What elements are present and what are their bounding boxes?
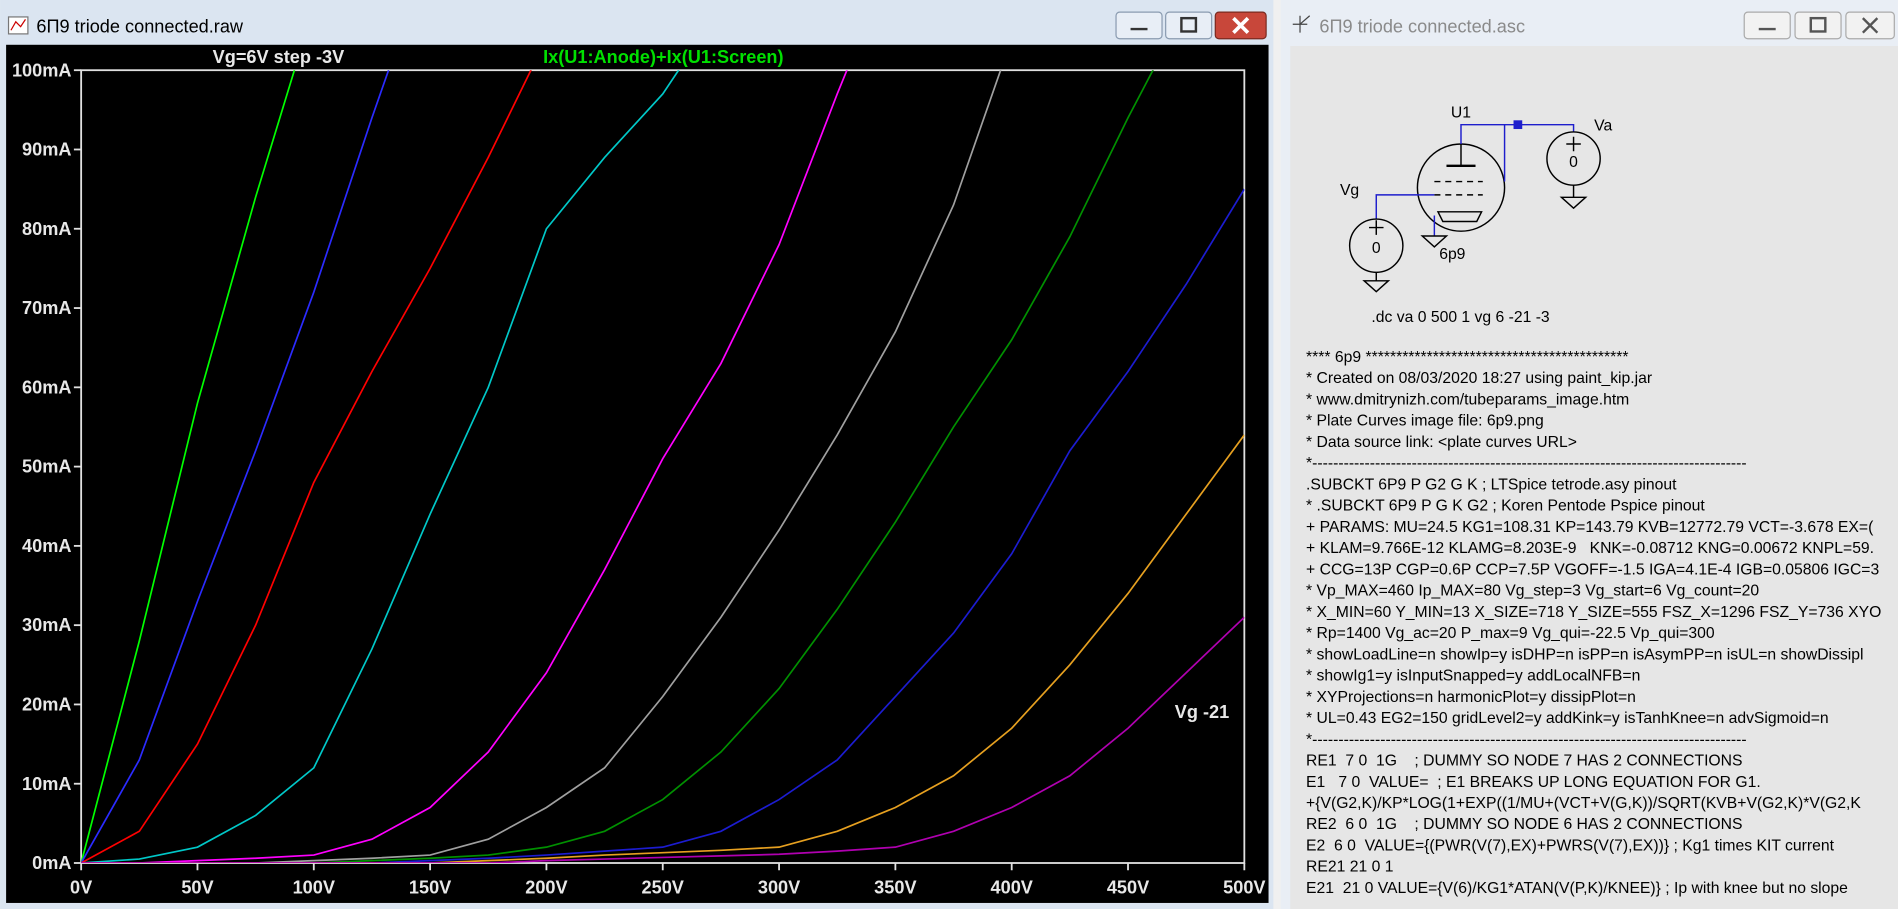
y-tick-label: 30mA	[22, 615, 71, 635]
schematic-pane	[1290, 45, 1898, 909]
netlist-line: RE1 7 0 1G ; DUMMY SO NODE 7 HAS 2 CONNE…	[1306, 753, 1742, 770]
plot-pane	[6, 44, 1269, 903]
window-icon-glyph	[10, 19, 26, 31]
netlist-line: * Data source link: <plate curves URL>	[1306, 434, 1577, 451]
netlist-line: E2 6 0 VALUE={(PWR(V(7),EX)+PWRS(V(7),EX…	[1306, 837, 1835, 854]
component-label: Va	[1594, 118, 1612, 135]
plot-title: Vg=6V step -3V	[213, 47, 345, 67]
window-icon	[7, 16, 29, 35]
netlist-line: *---------------------------------------…	[1306, 731, 1747, 748]
window-title: 6П9 triode connected.raw	[36, 17, 244, 37]
netlist-line: * showIg1=y isInputSnapped=y addLocalNFB…	[1306, 668, 1640, 685]
y-tick-label: 70mA	[22, 298, 71, 318]
netlist-line: *---------------------------------------…	[1306, 455, 1747, 472]
y-tick-label: 90mA	[22, 140, 71, 160]
x-tick-label: 100V	[293, 877, 335, 897]
netlist-line: RE2 6 0 1G ; DUMMY SO NODE 6 HAS 2 CONNE…	[1306, 816, 1742, 833]
minimize-button[interactable]	[1115, 11, 1163, 40]
trace	[81, 434, 1245, 864]
trace	[81, 70, 296, 864]
netlist: **** 6p9 *******************************…	[1306, 349, 1881, 897]
schematic	[1348, 120, 1601, 293]
y-tick-label: 60mA	[22, 377, 71, 397]
trace	[81, 70, 680, 864]
x-tick-label: 250V	[642, 877, 684, 897]
trace	[81, 70, 1002, 864]
window-icon	[1292, 15, 1311, 33]
minimize-button[interactable]	[1743, 11, 1791, 40]
netlist-line: .SUBCKT 6P9 P G2 G K ; LTSpice tetrode.a…	[1306, 476, 1677, 493]
netlist-line: * www.dmitrynizh.com/tubeparams_image.ht…	[1306, 391, 1629, 408]
window-title: 6П9 triode connected.asc	[1319, 17, 1525, 37]
y-tick-label: 100mA	[12, 60, 71, 80]
spice-directive: .dc va 0 500 1 vg 6 -21 -3	[1371, 309, 1550, 326]
x-tick-label: 150V	[409, 877, 451, 897]
x-tick-label: 50V	[181, 877, 213, 897]
netlist-line: * Vp_MAX=460 Ip_MAX=80 Vg_step=3 Vg_star…	[1306, 583, 1759, 600]
source-value: 0	[1372, 240, 1381, 257]
x-tick-label: 0V	[70, 877, 92, 897]
maximize-button[interactable]	[1165, 11, 1213, 40]
plot-layer: 0mA 10mA 20mA 30mA 40mA 50mA 60mA 70mA 80mA 90mA 1…	[12, 60, 1266, 897]
trace	[81, 70, 390, 864]
netlist-line: E21 21 0 VALUE={V(6)/KG1*ATAN(V(P,K)/KNE…	[1306, 880, 1848, 897]
netlist-line: * UL=0.43 EG2=150 gridLevel2=y addKink=y…	[1306, 710, 1829, 727]
annotation: Vg -21	[1175, 702, 1229, 722]
netlist-line: * showLoadLine=n showIp=y isDHP=n isPP=n…	[1306, 646, 1863, 663]
y-tick-label: 20mA	[22, 694, 71, 714]
x-tick-label: 300V	[758, 877, 800, 897]
trace	[81, 70, 532, 864]
netlist-line: + PARAMS: MU=24.5 KG1=108.31 KP=143.79 K…	[1306, 519, 1874, 536]
trace	[81, 70, 1154, 864]
netlist-line: * Plate Curves image file: 6p9.png	[1306, 413, 1544, 430]
x-tick-label: 400V	[991, 877, 1033, 897]
x-tick-label: 200V	[525, 877, 567, 897]
trace	[81, 70, 848, 864]
netlist-line: * Created on 08/03/2020 18:27 using pain…	[1306, 370, 1652, 387]
traces	[81, 70, 1245, 864]
trace-label: Ix(U1:Anode)+Ix(U1:Screen)	[543, 47, 783, 67]
x-tick-label: 500V	[1223, 877, 1265, 897]
netlist-line: **** 6p9 *******************************…	[1306, 349, 1628, 366]
component-label: U1	[1451, 104, 1471, 121]
netlist-line: * XYProjections=n harmonicPlot=y dissipP…	[1306, 689, 1636, 706]
model-label: 6p9	[1439, 246, 1465, 263]
netlist-line: RE21 21 0 1	[1306, 859, 1393, 876]
x-tick-label: 350V	[874, 877, 916, 897]
y-tick-label: 0mA	[32, 853, 71, 873]
trace	[81, 188, 1245, 864]
y-tick-label: 10mA	[22, 774, 71, 794]
netlist-line: * X_MIN=60 Y_MIN=13 X_SIZE=718 Y_SIZE=55…	[1306, 604, 1881, 621]
source-value: 0	[1569, 154, 1578, 171]
netlist-line: + CCG=13P CGP=0.6P CCP=7.5P VGOFF=-1.5 I…	[1306, 561, 1879, 578]
component-label: Vg	[1340, 182, 1359, 199]
netlist-line: + KLAM=9.766E-12 KLAMG=8.203E-9 KNK=-0.0…	[1306, 540, 1874, 557]
y-tick-label: 50mA	[22, 457, 71, 477]
netlist-line: +{V(G2,K)/KP*LOG(1+EXP((1/MU+(VCT+V(G,K)…	[1306, 795, 1861, 812]
trace	[81, 616, 1245, 864]
maximize-button[interactable]	[1794, 11, 1842, 40]
y-tick-label: 80mA	[22, 219, 71, 239]
y-tick-label: 40mA	[22, 536, 71, 556]
netlist-line: * .SUBCKT 6P9 P G K G2 ; Koren Pentode P…	[1306, 498, 1705, 515]
netlist-line: E1 7 0 VALUE= ; E1 BREAKS UP LONG EQUATI…	[1306, 774, 1761, 791]
netlist-line: * Rp=1400 Vg_ac=20 P_max=9 Vg_qui=-22.5 …	[1306, 625, 1715, 642]
x-tick-label: 450V	[1107, 877, 1149, 897]
